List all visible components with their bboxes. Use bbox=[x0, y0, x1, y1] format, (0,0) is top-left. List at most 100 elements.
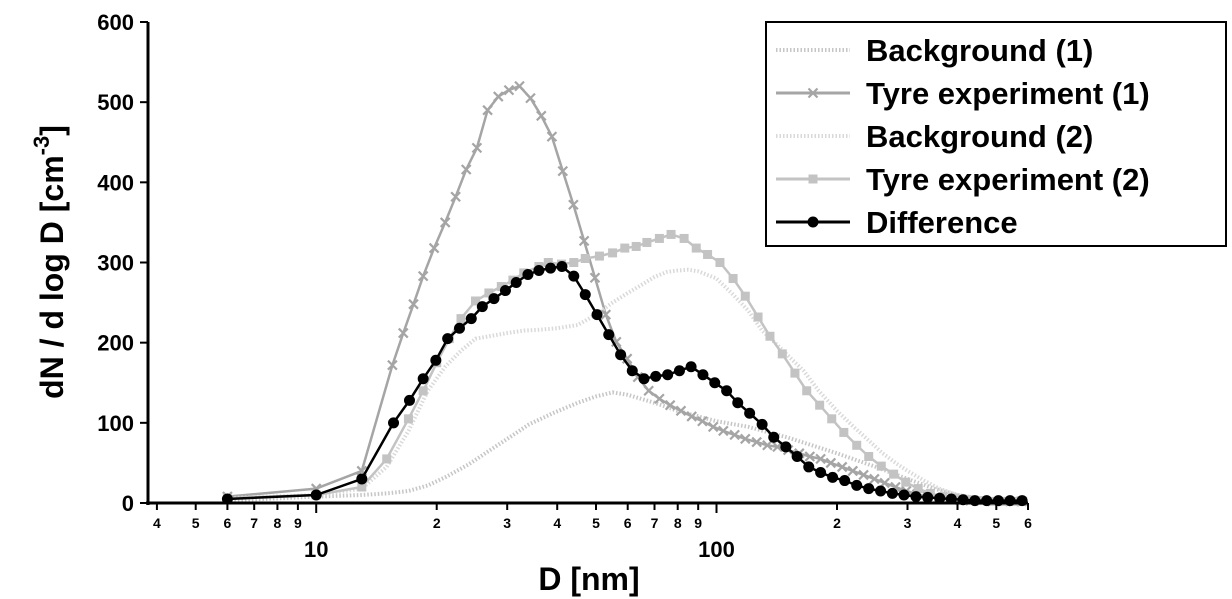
data-point bbox=[913, 484, 923, 494]
data-point bbox=[740, 291, 750, 301]
series-3 bbox=[222, 229, 1021, 506]
data-point bbox=[815, 400, 825, 410]
data-point bbox=[543, 258, 553, 267]
data-point bbox=[664, 399, 676, 411]
x-tick-label: 4 bbox=[553, 515, 561, 531]
legend-item: Background (1) bbox=[776, 33, 1093, 68]
data-point bbox=[691, 243, 701, 253]
x-tick-label: 6 bbox=[624, 515, 632, 531]
data-point bbox=[815, 467, 827, 479]
data-point bbox=[482, 104, 493, 116]
data-point bbox=[729, 429, 740, 441]
x-tick-label: 8 bbox=[274, 515, 282, 531]
data-point bbox=[568, 199, 579, 211]
data-point bbox=[442, 333, 454, 345]
x-ticks: 4 5 6 7 8 9 2 3 4 5 6 7 8 9 2 3 4 5 610 100 bbox=[153, 503, 1032, 562]
data-point bbox=[790, 368, 800, 378]
data-point bbox=[471, 296, 481, 306]
data-point bbox=[886, 487, 898, 499]
legend-item: Tyre experiment (2) bbox=[776, 162, 1150, 197]
legend-label: Background (2) bbox=[866, 119, 1093, 154]
data-point bbox=[768, 431, 780, 443]
data-point bbox=[901, 477, 911, 487]
plot-area bbox=[221, 80, 1028, 507]
data-point bbox=[579, 289, 591, 301]
x-tick-label: 5 bbox=[592, 515, 600, 531]
series-line bbox=[227, 233, 1016, 503]
data-point bbox=[453, 322, 465, 334]
legend-label: Tyre experiment (1) bbox=[866, 76, 1150, 111]
data-point bbox=[631, 241, 641, 251]
data-point bbox=[387, 359, 398, 371]
data-point bbox=[804, 451, 816, 462]
data-point bbox=[889, 469, 899, 479]
data-point bbox=[525, 92, 536, 104]
data-point bbox=[675, 405, 687, 417]
data-point bbox=[439, 217, 451, 228]
data-point bbox=[484, 288, 494, 298]
x-tick-label: 7 bbox=[651, 515, 659, 531]
data-point bbox=[852, 440, 862, 450]
series-line bbox=[227, 267, 1017, 504]
data-point bbox=[493, 91, 504, 102]
data-point bbox=[654, 393, 665, 405]
data-point bbox=[417, 270, 429, 282]
data-point bbox=[709, 377, 721, 389]
data-point bbox=[740, 433, 751, 445]
data-point bbox=[825, 457, 837, 469]
data-point bbox=[803, 461, 815, 473]
data-point bbox=[780, 441, 792, 453]
data-point bbox=[580, 253, 590, 263]
data-point bbox=[620, 243, 630, 253]
data-point bbox=[762, 440, 773, 451]
data-point bbox=[408, 298, 419, 310]
x-tick-label: 8 bbox=[674, 515, 682, 531]
x-axis-title: D [nm] bbox=[538, 561, 639, 597]
data-point bbox=[673, 365, 685, 377]
data-point bbox=[876, 461, 886, 471]
x-tick-label: 2 bbox=[433, 515, 441, 531]
data-point bbox=[685, 361, 697, 373]
data-point bbox=[847, 465, 859, 477]
series-2 bbox=[227, 267, 1017, 504]
data-point bbox=[732, 397, 744, 409]
data-point bbox=[697, 369, 709, 381]
data-point bbox=[777, 349, 787, 359]
data-point bbox=[594, 251, 604, 261]
data-point bbox=[654, 233, 664, 243]
legend-label: Tyre experiment (2) bbox=[866, 162, 1150, 197]
data-point bbox=[858, 469, 869, 481]
data-point bbox=[721, 385, 733, 397]
data-point bbox=[697, 415, 708, 427]
data-point bbox=[603, 329, 615, 341]
y-tick-label: 0 bbox=[122, 491, 134, 516]
x-tick-label: 6 bbox=[224, 515, 232, 531]
data-point bbox=[356, 473, 368, 485]
data-point bbox=[839, 427, 849, 437]
data-point bbox=[499, 285, 511, 297]
data-point bbox=[510, 277, 522, 289]
x-tick-label: 4 bbox=[954, 515, 962, 531]
data-point bbox=[638, 373, 650, 385]
data-point bbox=[934, 492, 946, 504]
x-tick-label: 9 bbox=[294, 515, 302, 531]
data-point bbox=[869, 473, 880, 485]
data-point bbox=[864, 452, 874, 462]
data-point bbox=[557, 165, 569, 177]
data-point bbox=[600, 309, 612, 320]
data-point bbox=[615, 349, 627, 361]
y-tick-label: 300 bbox=[97, 251, 134, 276]
data-point bbox=[397, 327, 409, 339]
data-point bbox=[718, 425, 729, 437]
x-tick-label-major: 10 bbox=[304, 537, 328, 562]
data-point bbox=[310, 489, 322, 501]
y-axis-title: dN / d log D [cm-3] bbox=[29, 125, 70, 399]
data-point bbox=[569, 258, 579, 267]
x-tick-label: 5 bbox=[992, 515, 1000, 531]
data-point bbox=[765, 331, 775, 341]
x-tick-label: 7 bbox=[250, 515, 258, 531]
data-point bbox=[388, 417, 400, 429]
data-point bbox=[589, 272, 601, 284]
legend-label: Difference bbox=[866, 205, 1018, 240]
data-point bbox=[875, 485, 887, 497]
